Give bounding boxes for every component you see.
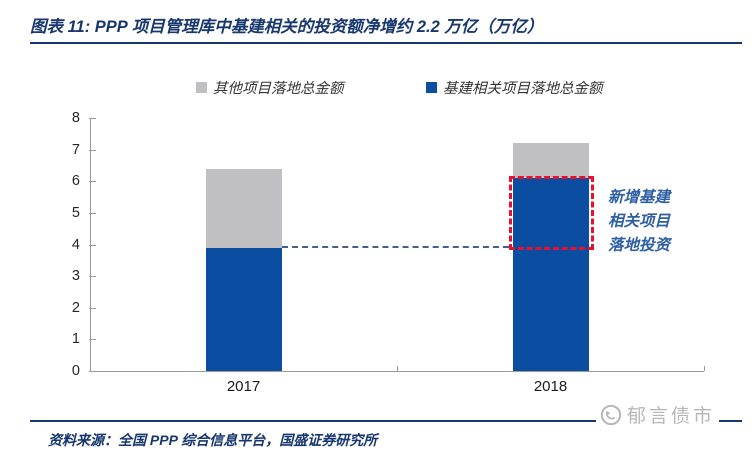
- y-tick: [89, 339, 96, 341]
- y-tick-label: 4: [71, 236, 80, 253]
- legend-label-other: 其他项目落地总金额: [213, 81, 344, 97]
- x-axis-line: [90, 371, 704, 372]
- bar-segment-2017: [205, 247, 282, 371]
- bottom-divider: [30, 420, 742, 422]
- y-tick: [89, 149, 96, 151]
- y-tick: [89, 307, 96, 309]
- x-tick: [704, 366, 705, 371]
- y-tick-label: 7: [71, 141, 80, 158]
- watermark-text: 郁言债市: [627, 406, 716, 427]
- y-tick: [89, 276, 96, 278]
- y-tick-label: 6: [71, 173, 80, 190]
- x-category-label: 2017: [226, 378, 261, 395]
- y-tick-label: 2: [71, 299, 80, 316]
- bar-segment-2017: [205, 168, 282, 248]
- y-tick: [89, 212, 96, 214]
- source-note: 资料来源：全国 PPP 综合信息平台，国盛证券研究所: [48, 432, 378, 448]
- y-tick: [89, 118, 96, 119]
- bar-segment-2018: [512, 143, 589, 179]
- y-tick-label: 0: [71, 363, 80, 379]
- legend-swatch-blue: [426, 82, 437, 93]
- annotation-new-infra-label: 新增基建 相关项目 落地投资: [608, 189, 671, 254]
- y-tick: [89, 244, 96, 246]
- legend-item-infra-projects: 基建相关项目落地总金额: [426, 77, 603, 98]
- y-tick-label: 8: [71, 110, 80, 126]
- reference-dashed-line: [281, 245, 509, 248]
- watermark: 郁言债市: [596, 401, 720, 430]
- x-tick: [397, 366, 398, 371]
- y-tick-label: 5: [71, 204, 80, 221]
- watermark-logo-icon: [600, 404, 622, 425]
- legend-swatch-gray: [196, 82, 207, 93]
- figure-title: 图表 11: PPP 项目管理库中基建相关的投资额净增约 2.2 万亿（万亿）: [30, 18, 544, 36]
- x-category-label: 2018: [533, 378, 568, 395]
- title-divider: [30, 42, 742, 44]
- legend-item-other-projects: 其他项目落地总金额: [196, 77, 344, 98]
- y-tick-label: 1: [71, 331, 80, 348]
- y-tick: [89, 371, 96, 372]
- bar-segment-2018: [512, 178, 589, 371]
- legend-label-infra: 基建相关项目落地总金额: [443, 81, 603, 97]
- new-infra-highlight-box: [508, 176, 594, 250]
- y-tick: [89, 181, 96, 183]
- y-tick-label: 3: [71, 268, 80, 285]
